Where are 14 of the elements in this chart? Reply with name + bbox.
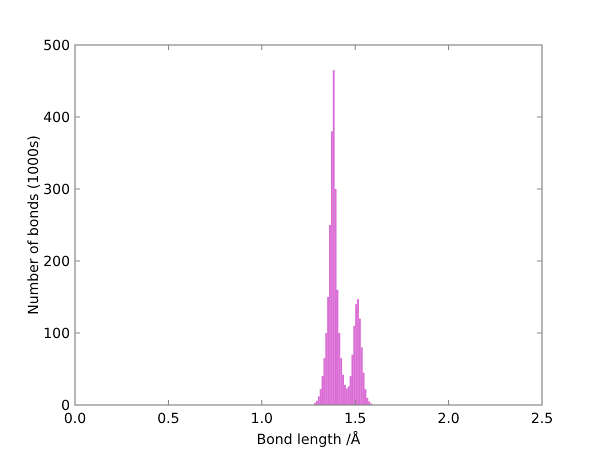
x-tick-label: 2.5 — [530, 411, 554, 427]
y-tick-label: 300 — [43, 182, 70, 198]
x-tick-label: 1.0 — [250, 411, 273, 427]
x-tick-label: 0.5 — [157, 411, 180, 427]
y-axis-title: Number of bonds (1000s) — [26, 135, 42, 315]
x-axis-title: Bond length /Å — [256, 431, 361, 448]
y-tick-label: 500 — [43, 38, 70, 54]
x-tick-label: 1.5 — [344, 411, 366, 427]
y-tick-label: 200 — [43, 254, 70, 270]
x-tick-label: 2.0 — [437, 411, 460, 427]
y-tick-label: 100 — [43, 326, 70, 342]
y-tick-label: 0 — [61, 398, 70, 414]
y-tick-label: 400 — [43, 110, 70, 126]
x-tick-label: 0.0 — [64, 411, 86, 427]
